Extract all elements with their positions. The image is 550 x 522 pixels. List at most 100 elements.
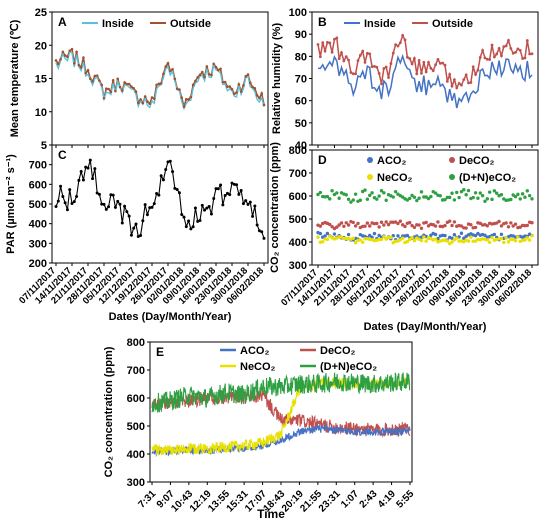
y-axis-label: Mean temperature (℃) <box>9 19 21 137</box>
data-point <box>232 182 236 186</box>
data-point <box>394 43 398 47</box>
data-point-NeCO2 <box>506 240 511 244</box>
data-point-DNeCO2 <box>429 194 433 199</box>
data-point-DeCO2 <box>506 225 511 229</box>
data-point-DNeCO2 <box>499 193 504 197</box>
data-point <box>318 55 322 59</box>
legend: Inside Outside <box>344 18 473 30</box>
data-point-DNeCO2 <box>382 191 386 195</box>
data-point <box>191 225 195 229</box>
data-point-ACO2 <box>483 233 487 238</box>
data-point <box>216 68 220 72</box>
panel-label: C <box>58 148 67 162</box>
data-point-ACO2 <box>372 231 377 236</box>
data-point <box>125 210 129 214</box>
data-point-DeCO2 <box>403 224 407 229</box>
y-tick-label: 70 <box>295 74 307 86</box>
data-point <box>68 188 72 192</box>
data-point <box>155 83 158 87</box>
x-axis-label: Dates (Day/Month/Year) <box>364 321 487 333</box>
data-point-NeCO2 <box>525 236 529 240</box>
data-point-NeCO2 <box>466 239 471 243</box>
data-point <box>246 202 250 206</box>
data-point-ACO2 <box>391 234 395 238</box>
data-point <box>95 74 99 77</box>
data-point <box>230 87 234 91</box>
legend-swatch-ACO2 <box>367 157 373 163</box>
data-point-DNeCO2 <box>471 195 475 200</box>
data-point <box>155 192 159 196</box>
data-point <box>228 85 232 88</box>
data-point <box>511 51 515 55</box>
data-point <box>82 56 85 59</box>
y-tick-label: 20 <box>35 40 47 52</box>
data-point <box>84 71 88 75</box>
data-point <box>464 73 468 77</box>
data-point <box>207 73 211 76</box>
data-point <box>91 177 95 181</box>
data-point <box>194 79 197 83</box>
data-point <box>173 186 177 190</box>
data-point <box>95 191 99 195</box>
data-point <box>86 68 90 72</box>
data-point-DNeCO2 <box>513 194 518 199</box>
data-point <box>56 62 60 66</box>
data-point-DNeCO2 <box>368 193 372 198</box>
y-tick-label: 50 <box>295 118 307 130</box>
y-tick-label: 400 <box>127 449 145 461</box>
data-point-DNeCO2 <box>485 197 490 201</box>
data-point <box>460 83 463 87</box>
data-point <box>422 60 426 64</box>
data-point <box>253 204 257 208</box>
data-point <box>441 61 445 65</box>
data-point <box>403 38 407 42</box>
data-point <box>377 72 381 75</box>
data-point <box>161 178 165 182</box>
data-point <box>100 83 104 87</box>
data-point <box>237 83 241 86</box>
data-point-NeCO2 <box>433 237 438 241</box>
data-point <box>168 69 172 73</box>
data-point <box>145 213 149 217</box>
data-point <box>70 202 74 206</box>
data-point <box>518 48 522 52</box>
data-point-DNeCO2 <box>452 198 457 202</box>
data-point <box>504 44 508 48</box>
panel-label: D <box>318 153 327 167</box>
data-point <box>471 65 475 69</box>
data-point <box>132 226 136 230</box>
data-point <box>349 71 353 74</box>
data-point-DeCO2 <box>513 222 518 226</box>
data-point <box>139 98 142 101</box>
data-point <box>134 222 138 226</box>
y-tick-label: 700 <box>127 365 145 377</box>
y-tick-label: 800 <box>127 337 145 349</box>
data-point <box>335 36 339 40</box>
data-point <box>242 84 245 87</box>
data-point <box>221 80 225 84</box>
data-point-DeCO2 <box>384 220 388 224</box>
data-point <box>230 181 234 185</box>
legend-label-NeCO2: NeCO₂ <box>377 172 413 184</box>
data-point <box>109 90 113 94</box>
data-point-DeCO2 <box>386 222 391 227</box>
data-point-DeCO2 <box>368 224 372 228</box>
data-point-NeCO2 <box>321 240 325 244</box>
data-point <box>525 39 529 42</box>
data-point-NeCO2 <box>412 238 417 243</box>
data-point-ACO2 <box>499 232 504 237</box>
data-point <box>219 183 223 187</box>
data-point <box>196 75 200 79</box>
data-point-DeCO2 <box>497 219 501 224</box>
data-point-DeCO2 <box>450 223 454 228</box>
legend-label-DeCO2: DeCO₂ <box>459 155 495 167</box>
data-point <box>56 199 60 203</box>
data-point-DNeCO2 <box>511 193 515 197</box>
y-tick-label: 500 <box>29 199 47 211</box>
data-point <box>382 67 386 70</box>
data-point-NeCO2 <box>447 241 452 246</box>
y-tick-label: 700 <box>29 160 47 172</box>
data-point-DNeCO2 <box>419 190 424 194</box>
y-axis-label: CO₂ concentration (ppm) <box>269 142 281 273</box>
legend-label-DeCO2: DeCO₂ <box>320 345 356 357</box>
